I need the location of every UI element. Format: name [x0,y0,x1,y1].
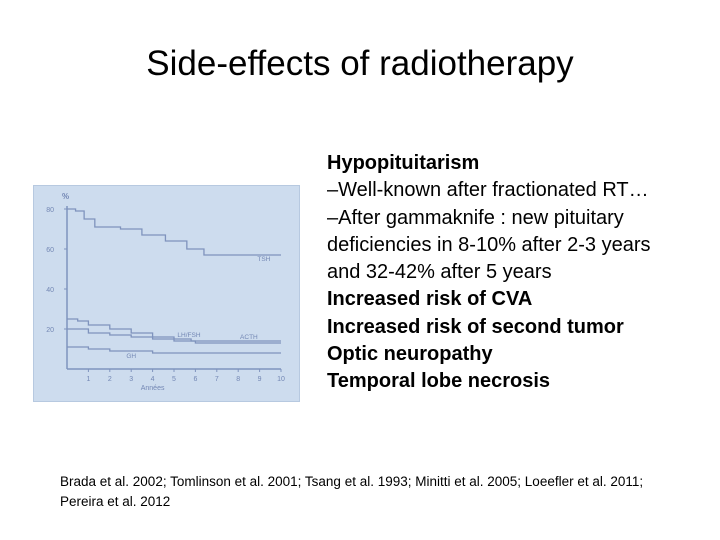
x-tick-label: 1 [86,376,90,383]
series-label-gh: GH [126,353,136,360]
y-tick-label: 40 [46,287,54,294]
bullet-hypopituitarism: Hypopituitarism [327,152,480,174]
x-tick-label: 4 [151,376,155,383]
sub-bullet-gammaknife: –After gammaknife : new pituitary defici… [327,206,651,284]
x-tick-label: 10 [277,376,285,383]
series-label-acth: ACTH [240,334,258,341]
y-axis-label: % [62,192,69,201]
x-tick-label: 7 [215,376,219,383]
series-label-tsh: TSH [257,256,270,263]
x-tick-label: 2 [108,376,112,383]
x-tick-label: 6 [193,376,197,383]
bullet-cva: Increased risk of CVA [327,288,533,311]
bullet-list: Hypopituitarism –Well-known after fracti… [327,150,677,396]
step-curve-chart: % 20 40 60 80 1 2 3 4 5 6 7 8 9 10 Années TSH LH/FSH ACTH G… [46,192,285,392]
y-tick-label: 80 [46,207,54,214]
sub-bullet-fractionated-rt: –Well-known after fractionated RT… [327,179,649,202]
series-line-lh-fsh [67,318,281,342]
series-line-tsh [67,208,281,256]
bullet-temporal-lobe-necrosis: Temporal lobe necrosis [327,370,551,393]
slide-title: Side-effects of radiotherapy [146,44,574,83]
y-tick-label: 60 [46,247,54,254]
x-tick-label: 5 [172,376,176,383]
bullet-optic-neuropathy: Optic neuropathy [327,343,493,366]
x-tick-label: 8 [236,376,240,383]
references: Brada et al. 2002; Tomlinson et al. 2001… [60,474,644,509]
x-axis-label: Années [141,385,165,392]
survival-chart-panel: % 20 40 60 80 1 2 3 4 5 6 7 8 9 10 Années TSH LH/FSH ACTH G… [33,185,300,402]
series-label-lh-fsh: LH/FSH [177,332,200,339]
series-line-gh [67,346,281,354]
x-tick-label: 3 [129,376,133,383]
x-tick-label: 9 [258,376,262,383]
series-line-acth [67,328,281,344]
bullet-second-tumor: Increased risk of second tumor [327,315,624,338]
y-tick-label: 20 [46,327,54,334]
